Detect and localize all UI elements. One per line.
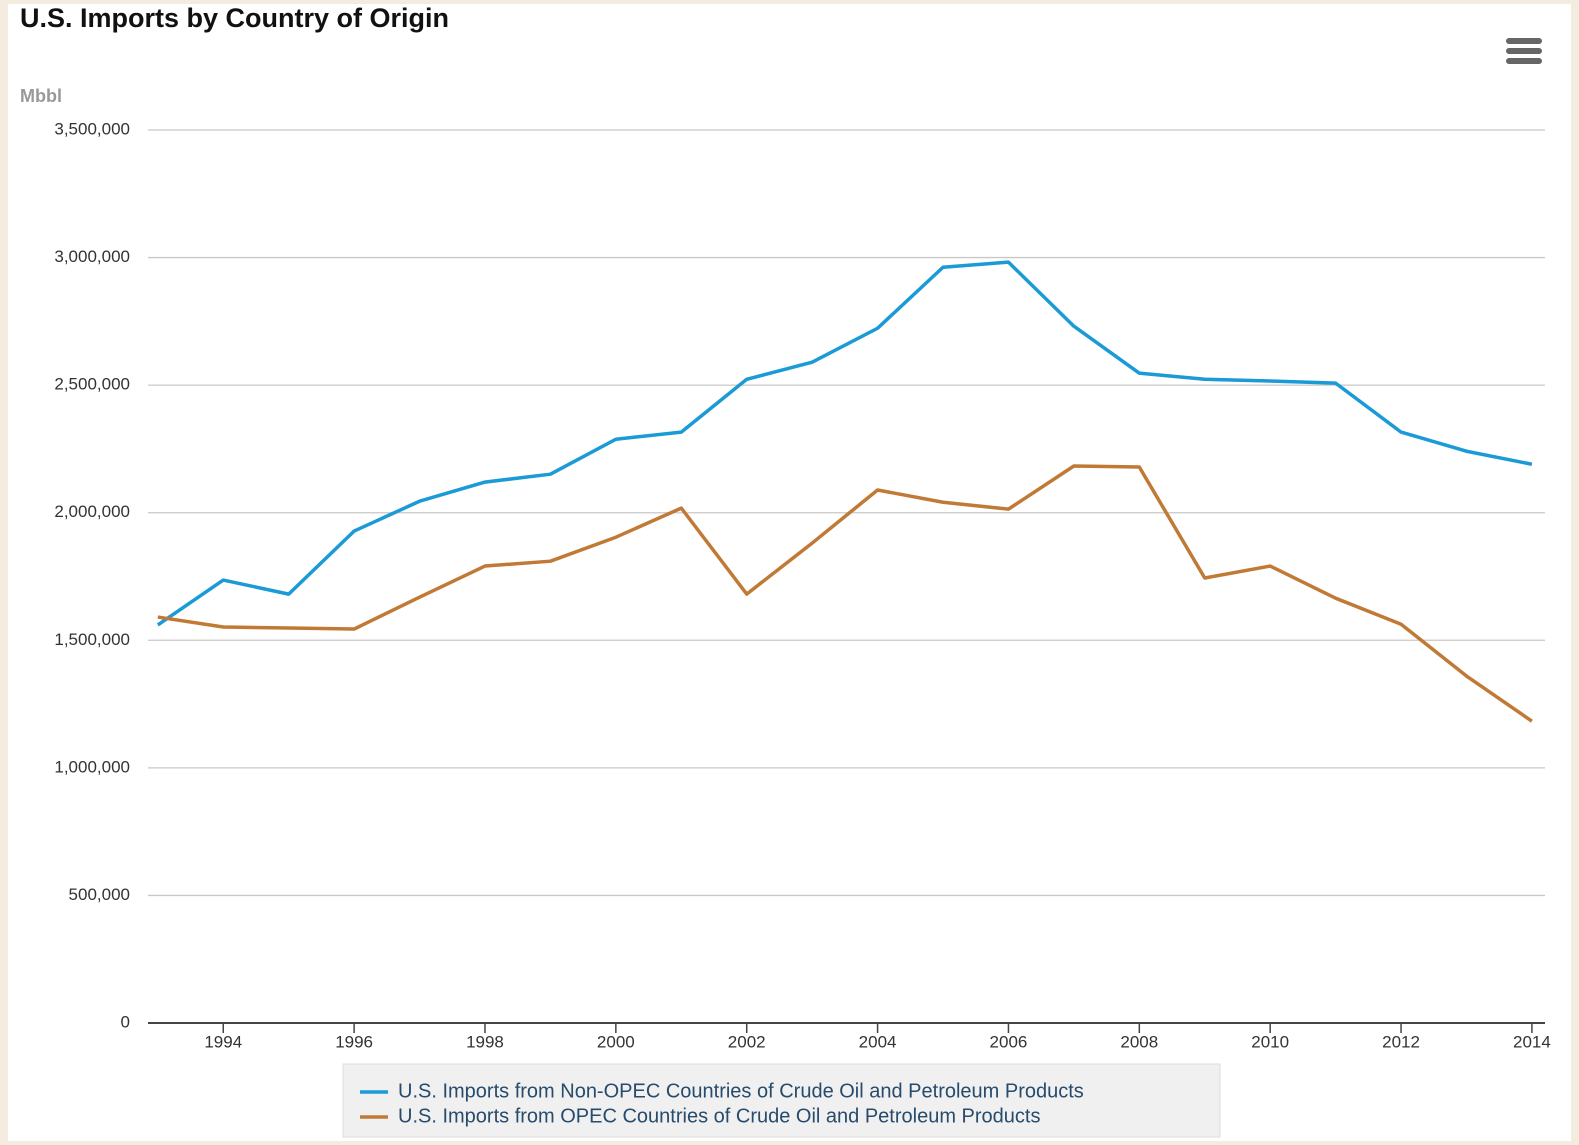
menu-bar [1506, 58, 1542, 64]
x-tick-label: 2000 [597, 1032, 635, 1051]
y-tick-label: 0 [121, 1012, 130, 1031]
x-tick-label: 1994 [204, 1032, 242, 1051]
y-tick-label: 3,000,000 [54, 247, 130, 266]
y-tick-label: 500,000 [69, 885, 130, 904]
legend-box [342, 1063, 1221, 1138]
x-tick-label: 2006 [990, 1032, 1028, 1051]
x-tick-label: 1998 [466, 1032, 504, 1051]
menu-button[interactable] [1506, 38, 1542, 64]
y-tick-label: 2,500,000 [54, 375, 130, 394]
x-tick-label: 2008 [1120, 1032, 1158, 1051]
legend-label: U.S. Imports from OPEC Countries of Crud… [398, 1105, 1040, 1127]
y-tick-label: 3,500,000 [54, 119, 130, 138]
y-tick-label: 1,000,000 [54, 757, 130, 776]
x-tick-label: 1996 [335, 1032, 373, 1051]
legend: U.S. Imports from Non-OPEC Countries of … [342, 1063, 1221, 1138]
menu-bar [1506, 48, 1542, 54]
x-tick-label: 2014 [1513, 1032, 1551, 1051]
x-tick-label: 2002 [728, 1032, 766, 1051]
chart-title: U.S. Imports by Country of Origin [20, 3, 449, 33]
series-line [156, 260, 1533, 627]
chart-background [8, 4, 1571, 1141]
y-tick-label: 1,500,000 [54, 630, 130, 649]
legend-label: U.S. Imports from Non-OPEC Countries of … [398, 1080, 1084, 1102]
x-tick-label: 2010 [1251, 1032, 1289, 1051]
x-tick-label: 2012 [1382, 1032, 1420, 1051]
series-line [157, 464, 1533, 723]
y-tick-label: 2,000,000 [54, 502, 130, 521]
menu-bar [1506, 38, 1542, 44]
y-axis-label: Mbbl [20, 86, 62, 106]
x-tick-label: 2004 [859, 1032, 897, 1051]
